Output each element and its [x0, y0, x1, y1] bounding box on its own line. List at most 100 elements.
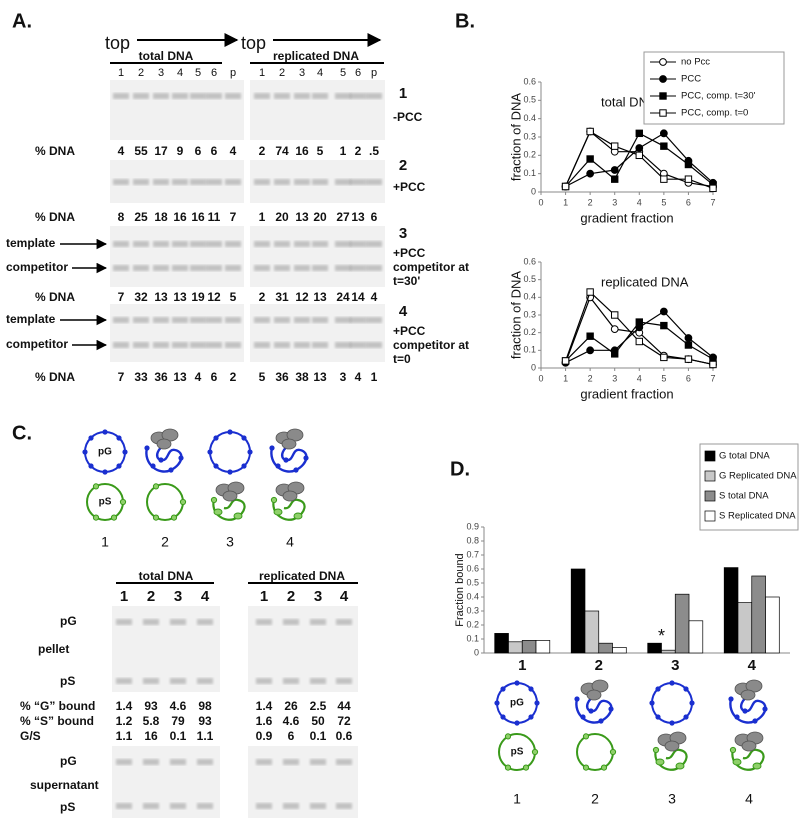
row-label: G/S	[20, 729, 41, 743]
value: 1.1	[197, 729, 214, 743]
data-point	[709, 360, 717, 369]
percent-value: 14	[351, 290, 365, 304]
gel-band	[133, 93, 149, 99]
y-tick-label: 0.3	[523, 309, 536, 319]
gel-band	[172, 317, 188, 323]
plasmid-icon	[206, 428, 254, 476]
data-point	[611, 350, 619, 358]
category-label: 1	[518, 657, 526, 674]
percent-value: 27	[336, 210, 350, 224]
condition-label: +PCC	[393, 180, 426, 194]
bar	[737, 602, 753, 654]
gel-band	[197, 678, 213, 684]
data-point	[635, 337, 643, 346]
percent-value: 1	[371, 370, 378, 384]
bar	[765, 596, 780, 654]
percent-value: 74	[275, 144, 289, 158]
y-tick-label: 0.3	[523, 131, 536, 141]
y-tick-label: 0	[531, 362, 536, 372]
legend-swatch	[704, 470, 716, 482]
data-point	[586, 288, 594, 296]
gel-band	[153, 241, 169, 247]
gel-band	[197, 803, 213, 809]
percent-value: 4	[195, 370, 202, 384]
gel-band	[254, 179, 270, 185]
value: 4.6	[283, 714, 300, 728]
gel-band	[366, 241, 382, 247]
gel-image	[250, 226, 385, 287]
percent-value: 13	[313, 370, 327, 384]
plasmid-icon	[648, 679, 696, 727]
gel-band	[366, 93, 382, 99]
plasmid-label: pG	[98, 447, 112, 458]
x-tick-label: 1	[563, 373, 568, 383]
data-point	[561, 182, 570, 191]
plasmid-label: pS	[99, 497, 112, 508]
group-label: total DNA	[139, 569, 194, 583]
percent-value: 11	[208, 210, 221, 224]
x-tick-label: 1	[563, 197, 568, 207]
lane-label: 5	[195, 67, 201, 79]
panel-label: B.	[455, 10, 475, 32]
x-tick-label: 3	[612, 373, 617, 383]
gel-band	[283, 803, 299, 809]
gel-band	[254, 317, 270, 323]
value: 1.4	[256, 699, 273, 713]
band-label: competitor	[6, 260, 68, 274]
legend-marker	[659, 75, 667, 83]
gel-band	[133, 317, 149, 323]
arrow-label: top	[105, 33, 130, 53]
gel-band	[206, 342, 222, 348]
gel-band	[283, 678, 299, 684]
x-tick-label: 0	[538, 197, 543, 207]
value: 1.6	[256, 714, 273, 728]
gel-band	[294, 342, 310, 348]
y-tick-label: 0.6	[523, 256, 536, 266]
y-tick-label: 0.1	[466, 633, 479, 643]
bar	[494, 633, 509, 654]
lane-label: 2	[138, 67, 144, 79]
y-tick-label: 0.5	[523, 274, 536, 284]
plasmid-icon	[268, 427, 310, 474]
condition-label: +PCC	[393, 324, 426, 338]
row-number: 2	[399, 157, 407, 174]
plasmid-label: pG	[510, 698, 524, 709]
gel-band	[172, 265, 188, 271]
plasmid-icon	[270, 480, 306, 521]
percent-value: 2	[230, 370, 237, 384]
legend-marker	[659, 109, 667, 117]
gel-band	[256, 619, 272, 625]
condition-number: 1	[513, 791, 521, 807]
gel-band	[225, 241, 241, 247]
data-point	[635, 129, 643, 138]
gel-band	[294, 265, 310, 271]
gel-band	[116, 678, 132, 684]
row-number: 4	[399, 303, 408, 320]
value: 93	[198, 714, 212, 728]
gel-band	[274, 241, 290, 247]
row-label: % DNA	[35, 370, 75, 384]
gel-image	[250, 304, 385, 362]
percent-value: 38	[295, 370, 309, 384]
row-number: 3	[399, 225, 407, 242]
gel-band	[335, 179, 351, 185]
percent-value: 8	[118, 210, 125, 224]
y-tick-label: 0	[474, 647, 479, 657]
percent-value: 7	[230, 210, 237, 224]
data-point	[610, 166, 619, 174]
y-tick-label: 0.5	[523, 95, 536, 105]
y-tick-label: 0	[531, 186, 536, 196]
value: 1.4	[116, 699, 133, 713]
gel-band	[336, 619, 352, 625]
data-point	[660, 142, 668, 150]
chart-title: total DNA	[601, 94, 657, 109]
value: 1.1	[116, 729, 133, 743]
gel-band	[113, 179, 129, 185]
gel-band	[312, 179, 328, 185]
gel-band	[256, 803, 272, 809]
y-axis-label: fraction of DNA	[508, 93, 523, 181]
percent-value: .5	[369, 144, 379, 158]
value: 44	[337, 699, 351, 713]
gel-band	[254, 93, 270, 99]
